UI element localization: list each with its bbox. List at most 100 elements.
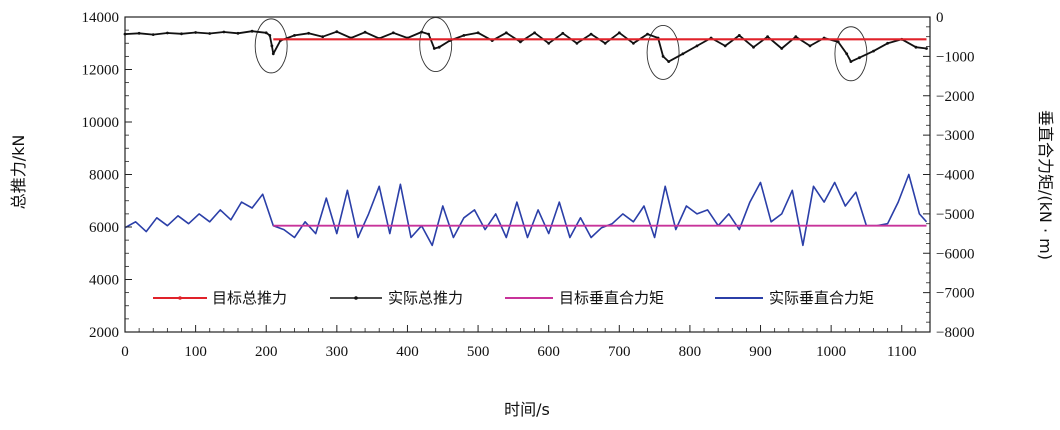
x-tick-label: 700 [608,344,631,360]
y-right-tick-label: −8000 [936,325,974,341]
actual-thrust-point [925,47,928,50]
actual-thrust-point [335,30,339,34]
actual-thrust-point [752,45,755,49]
y-left-axis-title: 总推力/kN [9,135,28,210]
actual-thrust-point [123,32,127,36]
actual-thrust-point [250,29,254,33]
x-tick-label: 1000 [816,344,846,360]
actual-thrust-point [858,56,861,60]
actual-thrust-point [208,32,212,35]
y-left-tick-label: 2000 [89,325,119,341]
actual-thrust-point [264,31,268,35]
plot-border [124,16,931,333]
anomaly-circle [834,26,868,82]
actual-thrust-point [849,60,853,63]
actual-thrust-point [180,32,183,36]
axes-layer: 0 100 200 300 400 500 600 700 800 900 1000 1100 2000… [82,10,975,360]
actual-thrust-point [723,44,727,48]
actual-thrust-point [321,35,325,39]
y-right-tick-label: 0 [936,10,944,26]
actual-thrust-point [137,31,141,35]
x-axis-title: 时间/s [504,400,550,419]
actual-thrust-point [914,45,918,49]
actual-thrust-point [268,34,272,37]
actual-thrust-point [519,40,522,44]
anomaly-circle [254,18,288,74]
actual-thrust-point [603,41,607,45]
actual-thrust-point [363,30,367,34]
actual-thrust-point [695,44,699,48]
x-tick-label: 0 [121,344,129,360]
actual-thrust-point [547,41,551,45]
actual-thrust-point [270,44,274,48]
actual-thrust-point [432,47,436,50]
legend-label-target-moment: 目标垂直合力矩 [559,289,664,307]
actual-thrust-point [236,31,240,35]
legend-label-target-thrust: 目标总推力 [212,289,287,307]
y-left-tick-label: 14000 [82,10,120,26]
actual-thrust-point [836,40,840,44]
actual-thrust-point [561,31,565,35]
actual-thrust-point [794,35,798,39]
actual-thrust-line [124,30,927,63]
actual-thrust-point [681,52,685,56]
actual-thrust-point [504,31,508,35]
y-left-tick-label: 8000 [89,168,119,184]
plot-frame [124,16,931,333]
y-right-tick-label: −3000 [936,128,974,144]
y-right-tick-label: −7000 [936,286,974,302]
y-left-tick-label: 4000 [89,273,119,289]
x-tick-label: 900 [749,344,772,360]
x-tick-label: 500 [467,344,490,360]
actual-thrust-point [293,34,296,37]
x-tick-label: 1100 [887,344,916,360]
y-left-tick-label: 10000 [82,115,120,131]
actual-thrust-point [780,47,784,50]
y-left-tick-label: 6000 [89,220,119,236]
actual-thrust-point [632,41,635,45]
actual-thrust-point [427,32,430,36]
legend-label-actual-thrust: 实际总推力 [388,289,463,307]
actual-thrust-point [307,31,310,35]
actual-thrust-point [166,31,169,35]
actual-thrust-point [420,30,423,34]
actual-thrust-point [737,34,741,37]
actual-moment-line [124,173,928,247]
actual-thrust-point [667,60,671,63]
actual-thrust-point [194,31,198,34]
actual-thrust-point [617,31,621,35]
actual-thrust-point [872,49,875,53]
y-right-tick-label: −5000 [936,207,974,223]
x-tick-label: 100 [184,344,207,360]
actual-thrust-point [391,31,395,35]
actual-thrust-point [437,45,441,49]
x-tick-label: 800 [679,344,702,360]
actual-thrust-point [845,52,849,56]
actual-thrust-point [646,32,649,36]
legend-marker-actual-thrust [354,296,358,300]
actual-thrust-point [533,31,536,35]
y-right-tick-label: −1000 [936,49,974,65]
actual-thrust-point [661,55,665,58]
legend-label-actual-moment: 实际垂直合力矩 [769,289,874,307]
actual-thrust-point [462,34,466,37]
y-left-tick-label: 12000 [82,63,120,79]
y-right-axis-title: 垂直合力矩/(kN · m) [1036,110,1055,260]
actual-thrust-point [476,31,480,35]
series-layer [123,29,928,247]
actual-thrust-point [575,41,579,45]
legend: 目标总推力 实际总推力 目标垂直合力矩 实际垂直合力矩 [153,289,874,307]
actual-thrust-point [808,44,812,48]
y-right-tick-label: −6000 [936,246,974,262]
actual-thrust-point [589,32,593,36]
x-tick-label: 600 [537,344,560,360]
anomaly-markers [254,17,868,82]
actual-thrust-point [886,41,889,45]
actual-thrust-point [271,52,275,56]
y-right-tick-label: −2000 [936,89,974,105]
x-tick-label: 400 [396,344,419,360]
anomaly-circle [646,24,680,80]
actual-thrust-point [766,35,769,39]
actual-thrust-point [222,30,226,34]
